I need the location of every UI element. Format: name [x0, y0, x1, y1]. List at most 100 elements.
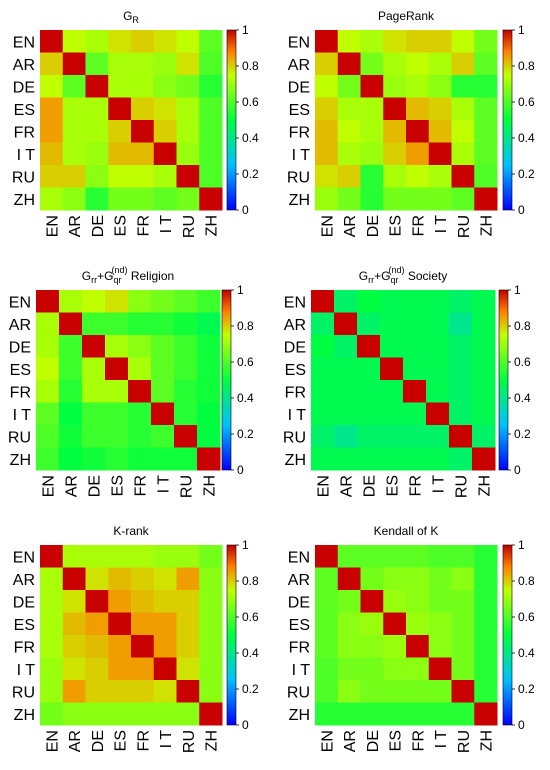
heatmap-cell: [62, 75, 86, 98]
heatmap-cell: [360, 545, 384, 568]
heatmap-cell: [82, 290, 106, 313]
colorbar: [226, 29, 237, 211]
heatmap-cell: [108, 75, 132, 98]
heatmap-cell: [151, 447, 175, 471]
column-label: EN: [44, 730, 61, 752]
heatmap-cell: [199, 680, 223, 703]
heatmap-cell: [315, 30, 339, 53]
heatmap-cell: [108, 635, 132, 658]
heatmap-cell: [176, 75, 200, 98]
heatmap-cell: [153, 187, 177, 211]
heatmap-cell: [357, 447, 381, 471]
colorbar-tick-label: 0.4: [518, 646, 535, 660]
column-label: FR: [410, 730, 427, 751]
heatmap-cell: [315, 120, 339, 143]
row-label: DE: [13, 594, 35, 611]
heatmap-cell: [176, 567, 200, 591]
heatmap-cell: [357, 380, 381, 403]
heatmap-cell: [153, 612, 177, 636]
colorbar-tick-label: 0.8: [237, 319, 254, 333]
row-label: ES: [10, 362, 31, 379]
heatmap-cell: [472, 425, 496, 448]
heatmap-cell: [199, 187, 223, 211]
heatmap-cell: [131, 75, 155, 98]
heatmap-cell: [199, 142, 223, 166]
row-label: ZH: [10, 452, 31, 469]
heatmap-cell: [85, 702, 109, 726]
heatmap-cell: [40, 680, 64, 703]
heatmap-cell: [62, 30, 86, 53]
heatmap-cell: [360, 165, 384, 188]
heatmap-cell: [474, 590, 498, 613]
heatmap-cell: [474, 142, 498, 166]
row-label: ES: [289, 617, 310, 634]
column-label: FR: [135, 215, 152, 236]
heatmap-cell: [426, 357, 450, 381]
heatmap-cell: [62, 97, 86, 121]
column-label: I T: [156, 475, 173, 494]
heatmap-cell: [82, 425, 106, 448]
heatmap-cell: [108, 567, 132, 591]
row-label: EN: [9, 294, 31, 311]
heatmap-cell: [108, 142, 132, 166]
heatmap-cell: [383, 52, 407, 76]
heatmap-cell: [383, 702, 407, 726]
heatmap-cell: [85, 97, 109, 121]
column-label: DE: [87, 475, 104, 497]
heatmap-cell: [474, 567, 498, 591]
heatmap-cell: [199, 702, 223, 726]
heatmap-cell: [474, 612, 498, 636]
heatmap-cell: [131, 635, 155, 658]
heatmap-cell: [406, 612, 430, 636]
heatmap-cell: [131, 545, 155, 568]
heatmap-cell: [153, 165, 177, 188]
heatmap-cell: [449, 357, 473, 381]
heatmap-cell: [406, 75, 430, 98]
heatmap-cell: [176, 635, 200, 658]
heatmap-cell: [360, 52, 384, 76]
heatmap-cell: [176, 120, 200, 143]
heatmap-cell: [82, 447, 106, 471]
row-label: AR: [288, 572, 310, 589]
heatmap-cell: [176, 142, 200, 166]
heatmap-cell: [131, 657, 155, 681]
heatmap-cell: [383, 635, 407, 658]
heatmap-cell: [197, 312, 221, 336]
heatmap-cell: [315, 702, 339, 726]
column-label: ES: [113, 215, 130, 236]
heatmap-cell: [337, 657, 361, 681]
heatmap-cell: [36, 402, 60, 426]
heatmap-cell: [472, 290, 496, 313]
heatmap-cell: [337, 590, 361, 613]
heatmap-cell: [380, 380, 404, 403]
heatmap-cell: [199, 635, 223, 658]
heatmap-cell: [449, 312, 473, 336]
heatmap-cell: [337, 120, 361, 143]
heatmap-cell: [360, 75, 384, 98]
row-label: ZH: [289, 192, 310, 209]
heatmap-cell: [451, 30, 475, 53]
column-label: RU: [456, 730, 473, 753]
column-label: EN: [319, 730, 336, 752]
heatmap-cell: [40, 97, 64, 121]
heatmap-cell: [40, 657, 64, 681]
heatmap-cell: [426, 312, 450, 336]
heatmap-cell: [197, 425, 221, 448]
heatmap-cell: [315, 52, 339, 76]
heatmap-cell: [174, 425, 198, 448]
heatmap-cell: [176, 680, 200, 703]
heatmap-cell: [451, 187, 475, 211]
heatmap-cell: [315, 75, 339, 98]
heatmap-cell: [176, 702, 200, 726]
heatmap-cell: [59, 380, 83, 403]
heatmap-cell: [406, 165, 430, 188]
colorbar: [221, 289, 232, 471]
heatmap-cell: [131, 97, 155, 121]
heatmap-cell: [85, 142, 109, 166]
heatmap-cell: [85, 187, 109, 211]
row-label: ES: [14, 617, 35, 634]
heatmap-cell: [85, 657, 109, 681]
heatmap-cell: [426, 402, 450, 426]
heatmap-cell: [474, 120, 498, 143]
heatmap-cell: [199, 120, 223, 143]
